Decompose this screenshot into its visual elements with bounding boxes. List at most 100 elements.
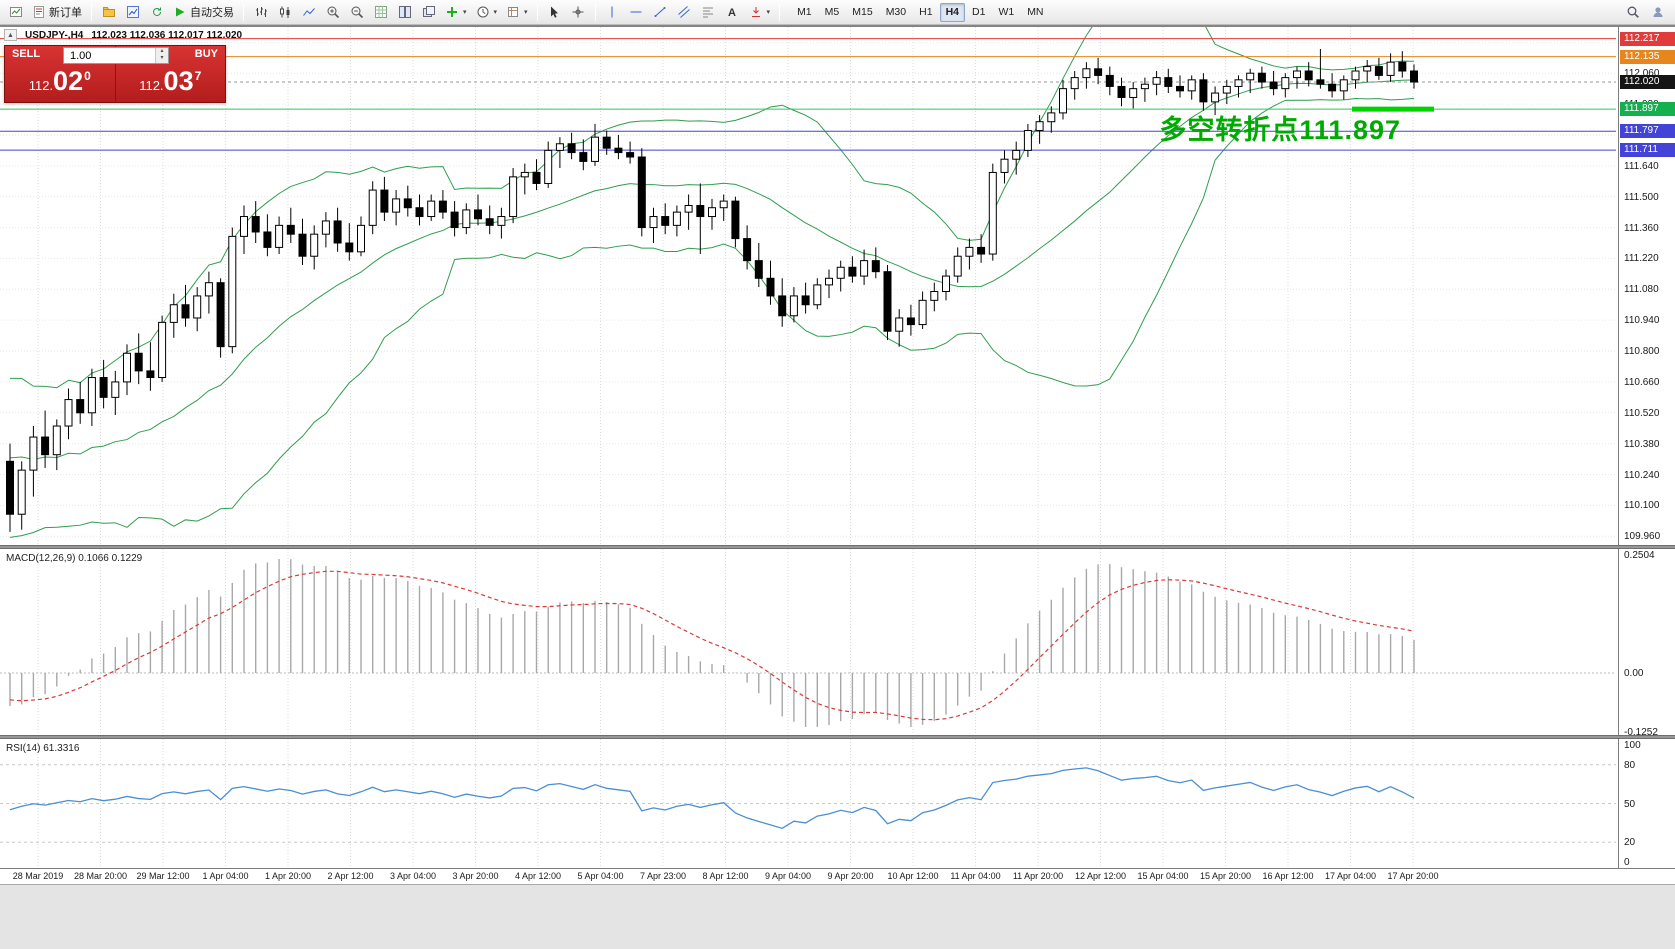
new-order-button[interactable]: 新订单 [28, 2, 86, 23]
cascade-windows-icon [422, 5, 436, 19]
spinner-down-icon[interactable]: ▾ [160, 55, 164, 61]
time-axis-label: 10 Apr 12:00 [887, 871, 939, 881]
autotrading-icon [173, 5, 187, 19]
profiles-button[interactable] [97, 2, 120, 23]
templates-button[interactable]: ▾ [502, 2, 532, 23]
timeframe-M5[interactable]: M5 [819, 3, 846, 22]
timeframe-H4[interactable]: H4 [939, 2, 965, 22]
spinner-up-icon[interactable]: ▴ [160, 48, 164, 54]
cascade-windows-button[interactable] [417, 2, 440, 23]
volume-spinner[interactable]: ▴ ▾ [155, 48, 168, 63]
grid-button[interactable] [369, 2, 392, 23]
time-axis-label: 1 Apr 04:00 [202, 871, 249, 881]
market-watch-button[interactable] [121, 2, 144, 23]
price-axis: 112.200112.060111.920111.780111.640111.5… [1618, 27, 1675, 868]
cursor-button[interactable] [543, 2, 566, 23]
sell-price-whole: 112. [28, 78, 54, 93]
tile-windows-button[interactable] [393, 2, 416, 23]
timeframe-MN[interactable]: MN [1021, 3, 1049, 22]
bar-chart-button[interactable] [249, 2, 272, 23]
sell-label: SELL [12, 48, 41, 60]
toolbar-separator [243, 3, 244, 21]
trendline-button[interactable] [649, 2, 672, 23]
grid-icon [374, 5, 388, 19]
vertical-gridlines [37, 549, 1414, 735]
crosshair-button[interactable] [567, 2, 590, 23]
time-axis-label: 15 Apr 20:00 [1199, 871, 1252, 881]
horizontal-line-button[interactable] [625, 2, 648, 23]
dropdown-caret-icon: ▾ [493, 9, 498, 16]
price-axis-label: 110.380 [1624, 438, 1660, 450]
price-badge-112.020: 112.020 [1620, 75, 1675, 90]
macd-indicator-panel[interactable] [0, 549, 1618, 735]
buy-price: 112. 03 7 [116, 63, 226, 102]
vertical-line-icon [605, 5, 619, 19]
indicators-button[interactable]: ▾ [441, 2, 471, 23]
periods-icon [476, 5, 490, 19]
community-button[interactable] [1646, 2, 1669, 23]
sell-price-pips: 02 [53, 65, 84, 96]
macd-axis-zero: 0.00 [1624, 668, 1644, 679]
vertical-line-button[interactable] [601, 2, 624, 23]
timeframe-H1[interactable]: H1 [913, 3, 938, 22]
svg-text:A: A [728, 7, 736, 19]
price-badge-111.797: 111.797 [1620, 124, 1675, 139]
timeframe-M30[interactable]: M30 [880, 3, 912, 22]
text-button[interactable]: A [721, 2, 744, 23]
crosshair-icon [571, 5, 585, 19]
indicators-icon [445, 5, 459, 19]
macd-indicator-label: MACD(12,26,9) 0.1066 0.1229 [6, 553, 143, 564]
main-price-chart[interactable] [0, 27, 1618, 545]
new-chart-button[interactable] [4, 2, 27, 23]
toolbar-separator [779, 3, 781, 21]
rsi-axis-label: 20 [1624, 837, 1636, 849]
autotrading-button[interactable]: 自动交易 [169, 2, 238, 23]
toolbar-separator [594, 3, 596, 21]
bar-chart-icon [254, 5, 268, 19]
rsi-indicator-panel[interactable] [0, 739, 1618, 868]
time-axis-label: 3 Apr 04:00 [389, 871, 437, 881]
zoom-in-icon [326, 5, 340, 19]
price-axis-label: 112.060 [1624, 68, 1660, 80]
zoom-in-button[interactable] [321, 2, 344, 23]
dropdown-caret-icon: ▾ [463, 9, 467, 16]
templates-icon [506, 5, 520, 19]
macd-axis-min: -0.1252 [1624, 727, 1658, 738]
timeframe-M1[interactable]: M1 [791, 3, 818, 22]
price-axis-label: 110.240 [1624, 469, 1660, 481]
candlestick-button[interactable] [273, 2, 296, 23]
timeframe-W1[interactable]: W1 [992, 3, 1020, 22]
fibonacci-button[interactable] [697, 2, 720, 23]
volume-input[interactable]: 1.00 ▴ ▾ [63, 47, 169, 64]
search-button[interactable] [1621, 2, 1644, 23]
macd-histogram [9, 559, 1415, 727]
price-badge-112.217: 112.217 [1620, 31, 1675, 46]
macd-signal-line [9, 570, 1415, 721]
time-axis: 28 Mar 2019 28 Mar 20:00 29 Mar 12:00 1 Apr… [0, 868, 1675, 884]
price-axis-label: 111.080 [1624, 284, 1659, 296]
panel-divider-rsi[interactable] [0, 735, 1675, 739]
price-axis-label: 110.940 [1624, 315, 1660, 327]
panel-divider-macd[interactable] [0, 545, 1675, 549]
pivot-annotation: 多空转折点111.897 [1159, 115, 1401, 145]
zoom-out-button[interactable] [345, 2, 368, 23]
timeframe-M15[interactable]: M15 [846, 3, 878, 22]
community-icon [1651, 5, 1665, 19]
periods-button[interactable]: ▾ [472, 2, 502, 23]
one-click-trading-panel: SELL 112. 02 0 BUY 112. 03 7 1.00 ▴ ▾ [4, 45, 226, 103]
toolbar-button-label: 自动交易 [190, 7, 234, 19]
rsi-axis-label: 0 [1624, 857, 1630, 868]
arrows-button[interactable]: ▾ [745, 2, 775, 23]
time-axis-label: 3 Apr 20:00 [452, 871, 499, 881]
timeframe-D1[interactable]: D1 [966, 3, 991, 22]
collapse-chart-icon[interactable]: ▲ [4, 29, 17, 41]
toolbar-button-label: 新订单 [49, 7, 82, 19]
buy-label: BUY [194, 48, 218, 60]
horizontal-gridlines [0, 41, 1616, 537]
buy-button[interactable]: BUY 112. 03 7 [115, 46, 226, 102]
channel-button[interactable] [673, 2, 696, 23]
refresh-button[interactable] [145, 2, 168, 23]
line-chart-button[interactable] [297, 2, 320, 23]
price-axis-label: 111.360 [1624, 222, 1659, 234]
window-border [0, 25, 1675, 27]
